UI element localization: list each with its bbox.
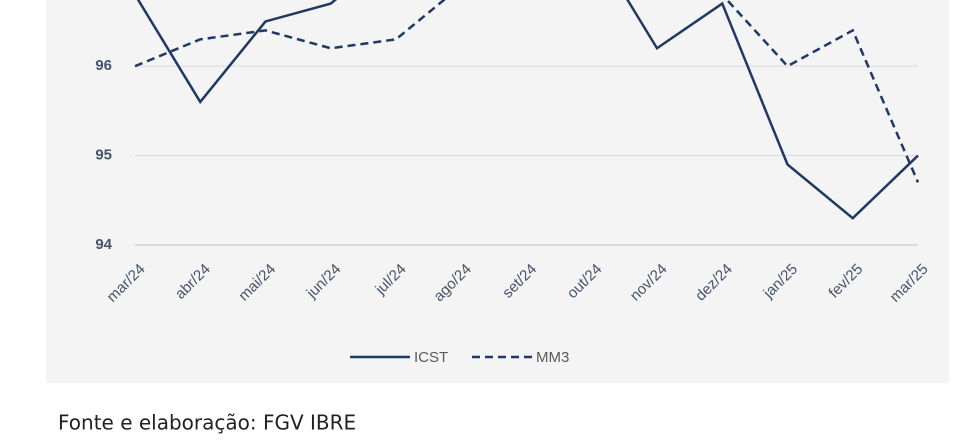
- source-note: Fonte e elaboração: FGV IBRE: [58, 411, 356, 435]
- y-tick-label: 96: [95, 57, 112, 74]
- legend-label: ICST: [414, 349, 448, 366]
- y-tick-label: 95: [95, 147, 112, 164]
- chart-panel: [46, 0, 949, 383]
- series-line: [136, 0, 919, 220]
- legend-label: MM3: [536, 349, 569, 366]
- plot-area: [134, 0, 920, 220]
- series-line: [134, 0, 920, 183]
- y-tick-label: 94: [95, 236, 112, 253]
